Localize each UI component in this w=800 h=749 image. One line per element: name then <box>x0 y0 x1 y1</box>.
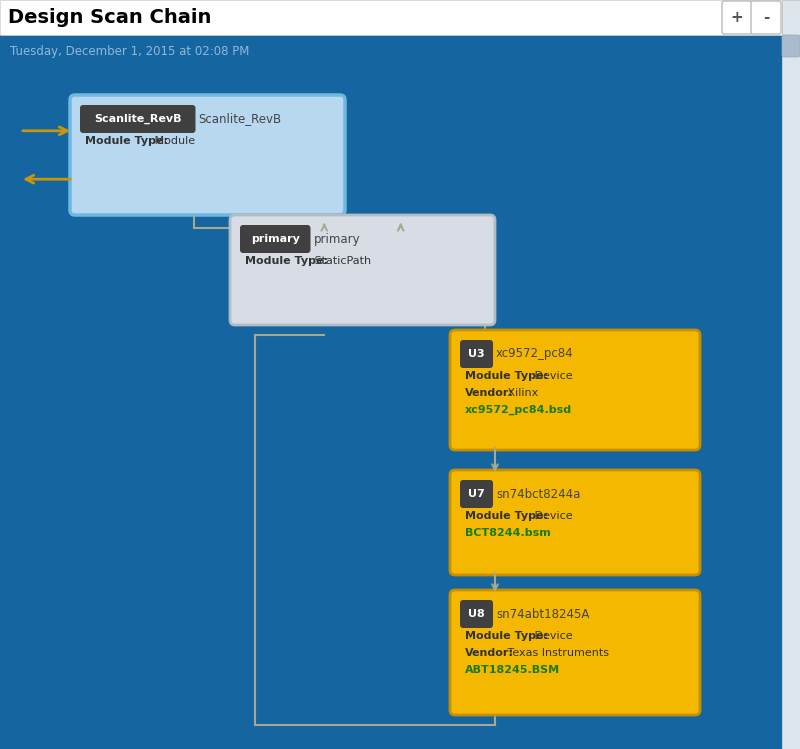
FancyBboxPatch shape <box>450 590 700 715</box>
FancyBboxPatch shape <box>782 35 800 57</box>
Text: sn74bct8244a: sn74bct8244a <box>496 488 580 500</box>
FancyBboxPatch shape <box>450 330 700 450</box>
FancyBboxPatch shape <box>460 600 493 628</box>
Text: Module Type:: Module Type: <box>465 631 548 641</box>
Text: Module Type:: Module Type: <box>85 136 168 146</box>
Text: primary: primary <box>314 232 360 246</box>
Text: +: + <box>730 10 743 25</box>
Text: primary: primary <box>251 234 300 244</box>
Text: xc9572_pc84.bsd: xc9572_pc84.bsd <box>465 405 572 415</box>
FancyBboxPatch shape <box>0 0 782 35</box>
Text: sn74abt18245A: sn74abt18245A <box>496 607 590 620</box>
FancyBboxPatch shape <box>460 340 493 368</box>
FancyBboxPatch shape <box>0 35 782 749</box>
FancyBboxPatch shape <box>722 1 752 34</box>
FancyBboxPatch shape <box>70 95 345 215</box>
Text: Scanlite_RevB: Scanlite_RevB <box>94 114 182 124</box>
Text: Device: Device <box>531 511 573 521</box>
Text: BCT8244.bsm: BCT8244.bsm <box>465 528 550 538</box>
Text: U7: U7 <box>468 489 485 499</box>
Text: -: - <box>763 10 769 25</box>
Text: Module Type:: Module Type: <box>465 511 548 521</box>
Text: Module Type:: Module Type: <box>245 256 328 266</box>
Text: ABT18245.BSM: ABT18245.BSM <box>465 665 560 675</box>
Text: U3: U3 <box>468 349 485 359</box>
FancyBboxPatch shape <box>80 105 195 133</box>
Text: U8: U8 <box>468 609 485 619</box>
FancyBboxPatch shape <box>240 225 310 253</box>
Text: Vendor:: Vendor: <box>465 648 514 658</box>
Text: Vendor:: Vendor: <box>465 388 514 398</box>
FancyBboxPatch shape <box>782 0 800 749</box>
Text: Scanlite_RevB: Scanlite_RevB <box>198 112 282 126</box>
Text: Module: Module <box>151 136 195 146</box>
Text: Module Type:: Module Type: <box>465 371 548 381</box>
FancyBboxPatch shape <box>460 480 493 508</box>
Text: Design Scan Chain: Design Scan Chain <box>8 8 211 27</box>
Text: Texas Instruments: Texas Instruments <box>503 648 609 658</box>
Text: Device: Device <box>531 371 573 381</box>
Text: StaticPath: StaticPath <box>311 256 371 266</box>
Text: Tuesday, December 1, 2015 at 02:08 PM: Tuesday, December 1, 2015 at 02:08 PM <box>10 44 250 58</box>
Text: xc9572_pc84: xc9572_pc84 <box>496 348 574 360</box>
FancyBboxPatch shape <box>230 215 495 325</box>
FancyBboxPatch shape <box>751 1 781 34</box>
FancyBboxPatch shape <box>450 470 700 575</box>
Text: Device: Device <box>531 631 573 641</box>
Text: Xilinx: Xilinx <box>503 388 538 398</box>
